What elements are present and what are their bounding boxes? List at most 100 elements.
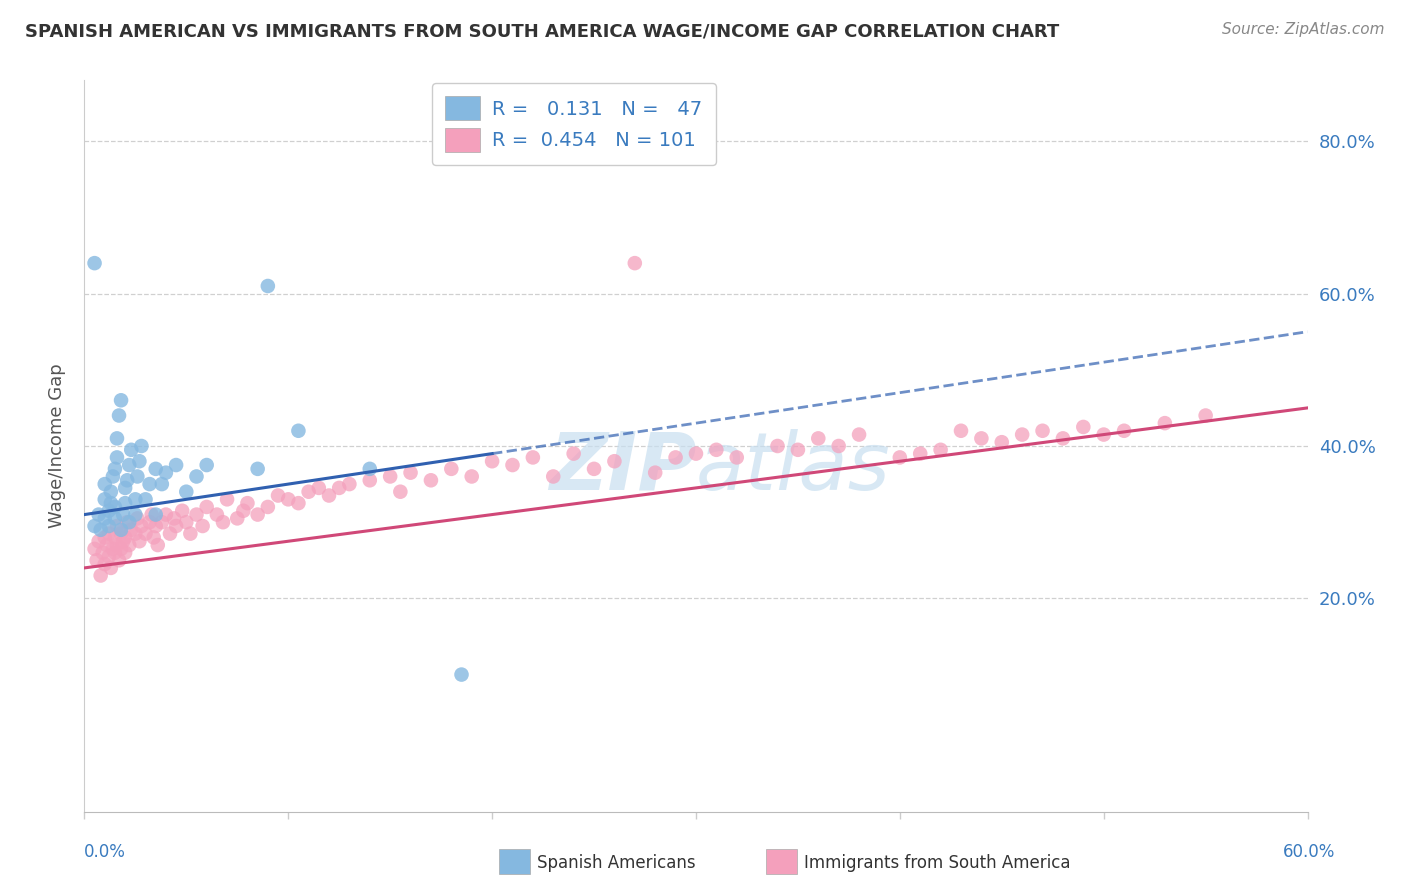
Point xyxy=(97,519,120,533)
Point xyxy=(110,526,132,541)
Point xyxy=(359,462,381,476)
Point xyxy=(124,492,146,507)
Point xyxy=(399,466,422,480)
Point xyxy=(226,511,249,525)
Point xyxy=(1052,431,1074,445)
Point xyxy=(217,492,239,507)
Point xyxy=(318,489,340,503)
Point xyxy=(104,500,127,514)
Point xyxy=(807,431,830,445)
Point xyxy=(1153,416,1175,430)
Point xyxy=(91,546,114,560)
Point xyxy=(150,477,173,491)
Point xyxy=(172,504,194,518)
Point xyxy=(159,526,181,541)
Point xyxy=(128,454,150,468)
Legend: R =   0.131   N =   47, R =  0.454   N = 101: R = 0.131 N = 47, R = 0.454 N = 101 xyxy=(432,83,716,165)
Point xyxy=(287,424,309,438)
Point xyxy=(83,541,105,556)
Point xyxy=(105,431,128,445)
Point xyxy=(929,442,952,457)
Point xyxy=(1092,427,1115,442)
Point xyxy=(359,473,381,487)
Point xyxy=(118,515,141,529)
Point xyxy=(93,557,115,571)
Point xyxy=(195,458,218,472)
Point xyxy=(97,526,120,541)
Point xyxy=(118,538,141,552)
Point xyxy=(124,508,146,522)
Point xyxy=(101,469,124,483)
Point xyxy=(461,469,484,483)
Point xyxy=(277,492,299,507)
Point xyxy=(165,519,187,533)
Point xyxy=(87,534,110,549)
Text: 60.0%: 60.0% xyxy=(1284,843,1336,861)
Point xyxy=(90,523,112,537)
Text: Source: ZipAtlas.com: Source: ZipAtlas.com xyxy=(1222,22,1385,37)
Point xyxy=(827,439,849,453)
Point xyxy=(232,504,254,518)
Point xyxy=(236,496,259,510)
Point xyxy=(114,481,136,495)
Point xyxy=(298,484,321,499)
Y-axis label: Wage/Income Gap: Wage/Income Gap xyxy=(48,364,66,528)
Point xyxy=(155,466,177,480)
Point xyxy=(174,515,197,529)
Point xyxy=(105,450,128,465)
Point xyxy=(110,523,132,537)
Point xyxy=(1011,427,1033,442)
Point xyxy=(120,442,142,457)
Point xyxy=(145,519,167,533)
Point xyxy=(100,484,122,499)
Point xyxy=(127,511,149,525)
Point xyxy=(1114,424,1136,438)
Point xyxy=(101,541,124,556)
Point xyxy=(328,481,350,495)
Point xyxy=(138,477,160,491)
Point xyxy=(118,458,141,472)
Point xyxy=(108,409,131,423)
Point xyxy=(704,442,728,457)
Point xyxy=(246,462,269,476)
Point xyxy=(257,500,280,514)
Point xyxy=(138,515,160,529)
Point xyxy=(135,492,157,507)
Point xyxy=(179,526,201,541)
Point xyxy=(186,469,208,483)
Point xyxy=(128,534,150,549)
Point xyxy=(115,473,138,487)
Point xyxy=(205,508,228,522)
Point xyxy=(195,500,218,514)
Point xyxy=(582,462,605,476)
Point xyxy=(104,511,127,525)
Point xyxy=(110,393,132,408)
Point xyxy=(389,484,412,499)
Point xyxy=(644,466,666,480)
Text: 0.0%: 0.0% xyxy=(84,843,127,861)
Point xyxy=(97,504,120,518)
Point xyxy=(105,519,128,533)
Point xyxy=(165,458,187,472)
Point xyxy=(950,424,973,438)
Point xyxy=(155,508,177,522)
Point xyxy=(481,454,503,468)
Point xyxy=(450,667,472,681)
Point xyxy=(114,546,136,560)
Point xyxy=(1071,420,1094,434)
Point xyxy=(1032,424,1054,438)
Point xyxy=(112,534,135,549)
Point xyxy=(725,450,748,465)
Point xyxy=(104,546,127,560)
Point xyxy=(131,439,153,453)
Point xyxy=(108,553,131,567)
Text: Spanish Americans: Spanish Americans xyxy=(537,854,696,871)
Point xyxy=(131,519,153,533)
Point xyxy=(90,568,112,582)
Point xyxy=(664,450,686,465)
Point xyxy=(97,549,120,564)
Point xyxy=(339,477,360,491)
Point xyxy=(124,526,146,541)
Point xyxy=(543,469,565,483)
Point xyxy=(603,454,626,468)
